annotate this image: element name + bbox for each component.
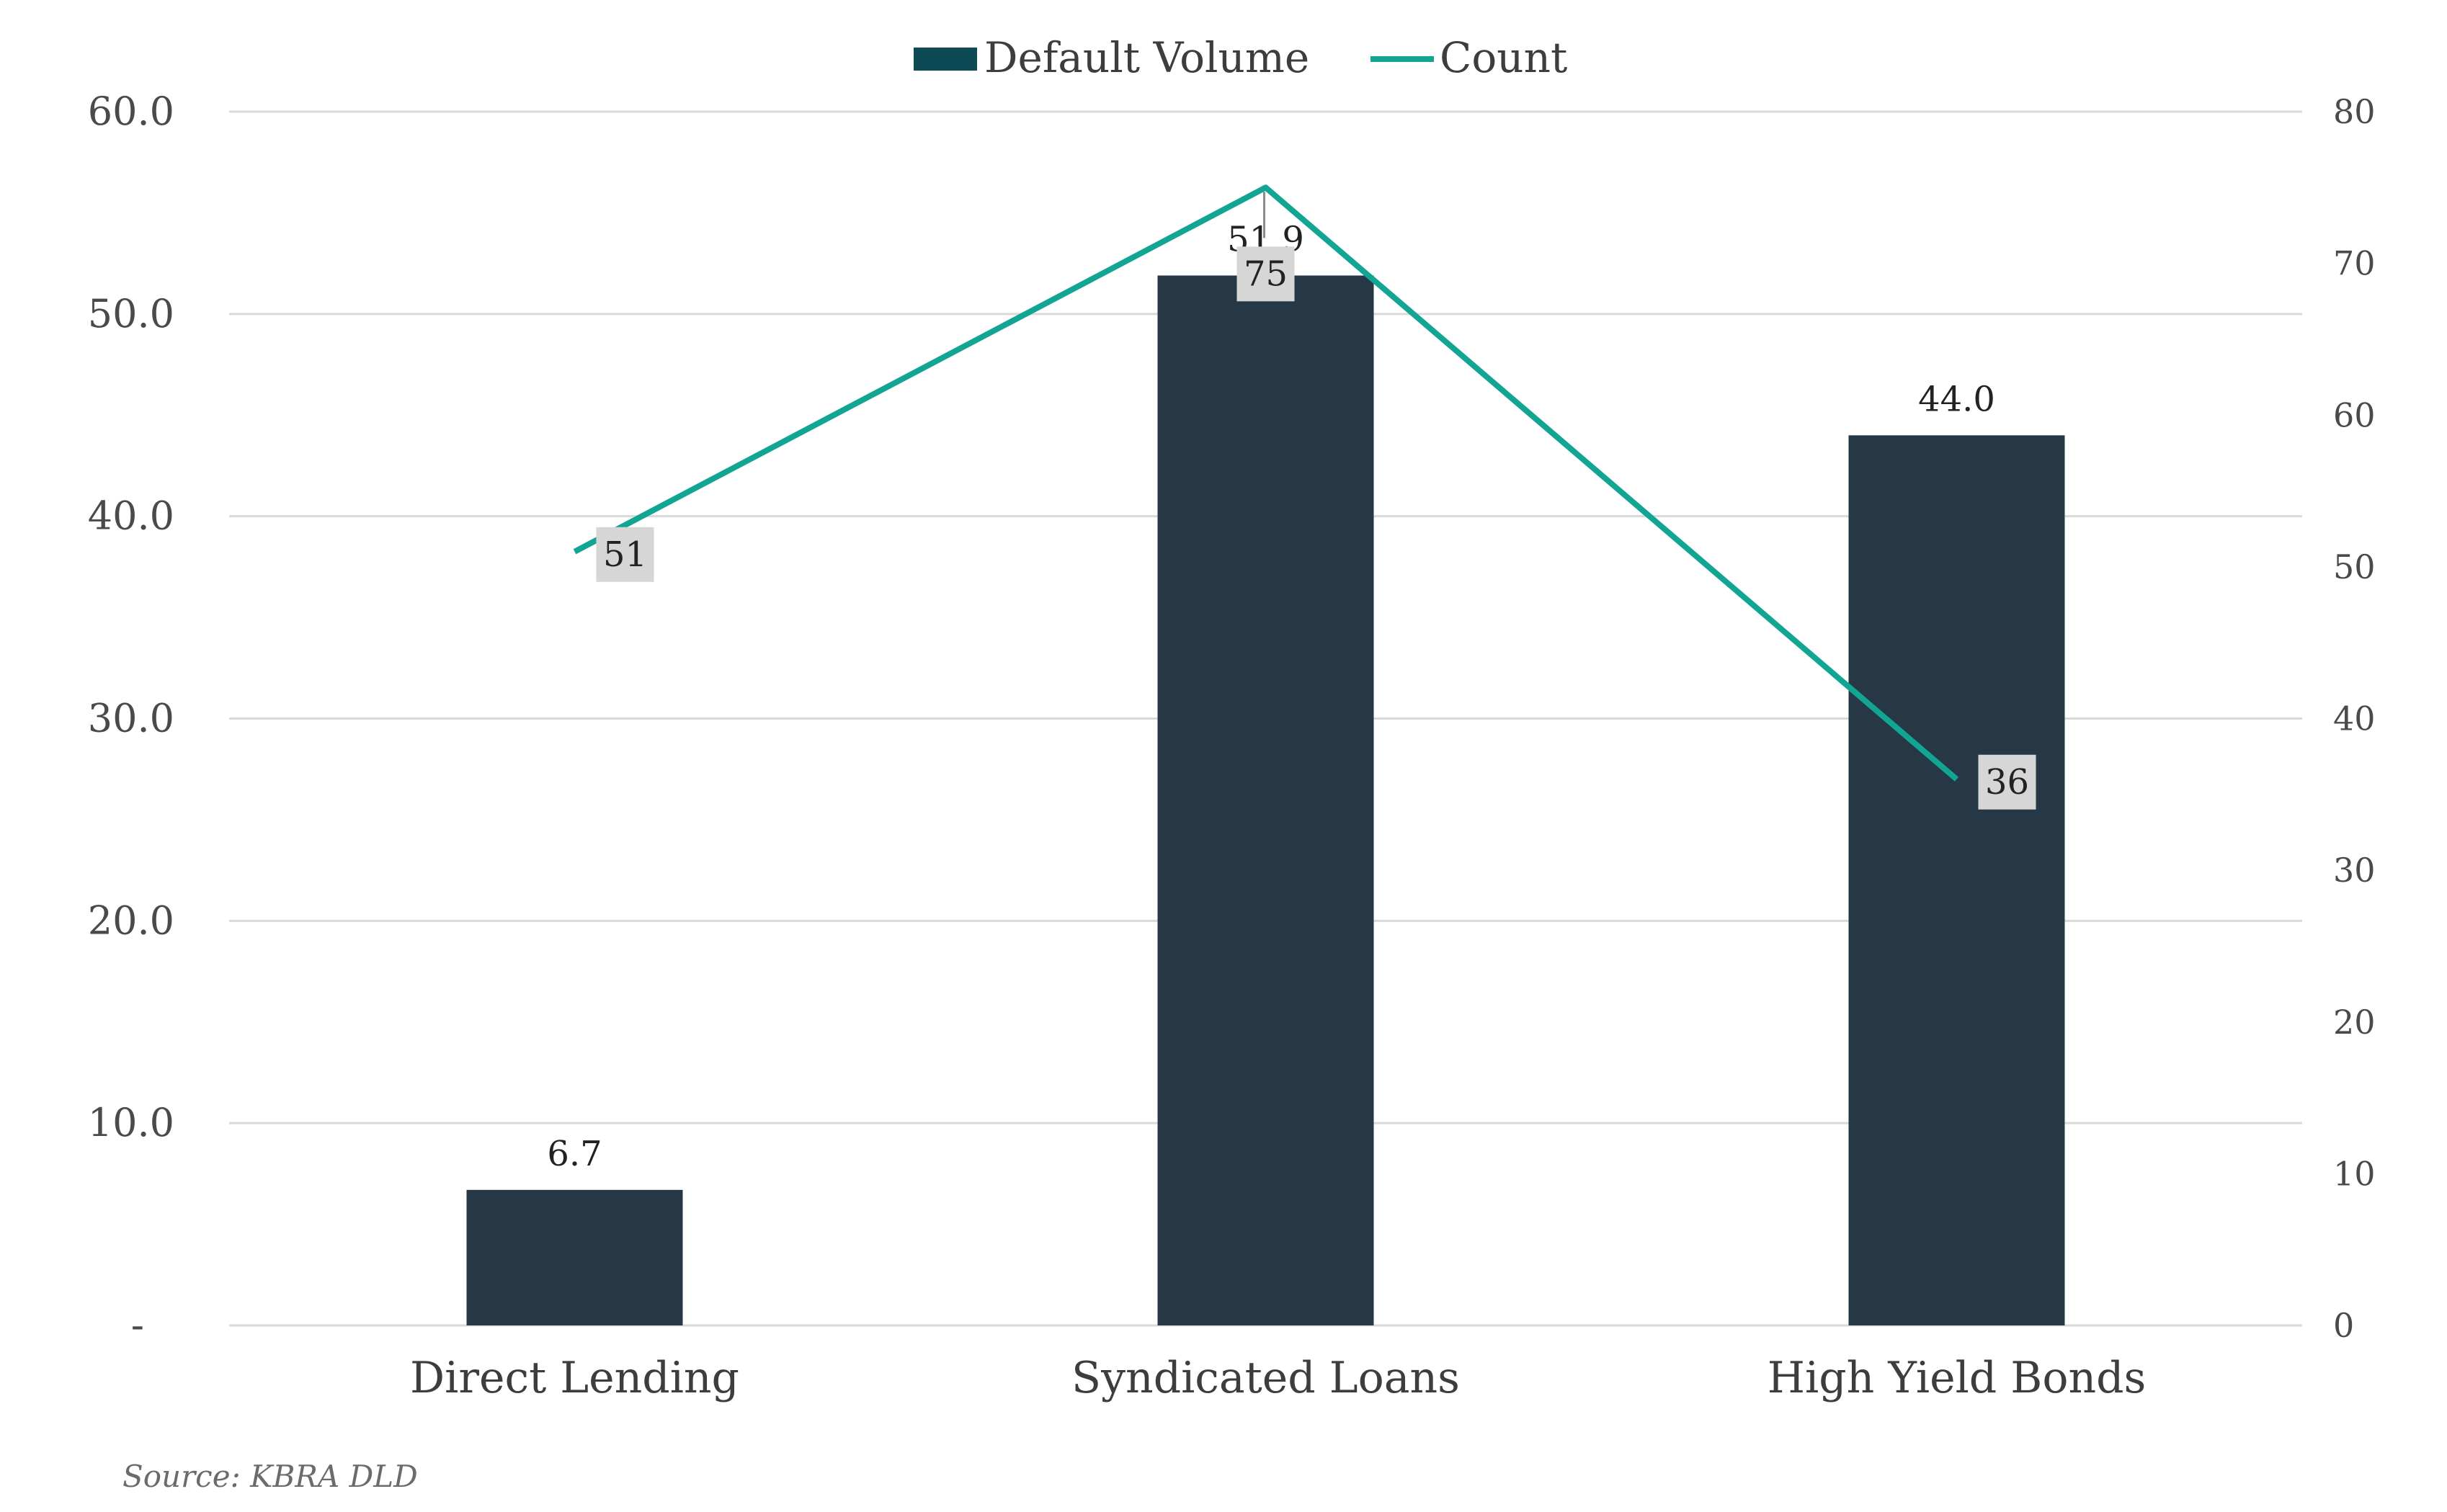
right-axis-tick-label: 80 bbox=[2333, 92, 2376, 131]
bar bbox=[1848, 435, 2065, 1326]
legend-label-count: Count bbox=[1440, 33, 1567, 82]
right-axis-tick-label: 70 bbox=[2333, 244, 2376, 283]
left-axis-tick-label: 60.0 bbox=[88, 89, 174, 134]
legend: Default Volume Count bbox=[914, 33, 1567, 82]
left-axis-tick-label: 50.0 bbox=[88, 291, 174, 336]
right-axis-tick-label: 10 bbox=[2333, 1154, 2376, 1193]
legend-label-default-volume: Default Volume bbox=[984, 33, 1309, 82]
right-axis-tick-label: 0 bbox=[2333, 1306, 2354, 1345]
bar-data-label: 44.0 bbox=[1918, 379, 1995, 419]
legend-swatch-default-volume bbox=[914, 48, 977, 71]
line-data-label: 75 bbox=[1244, 254, 1288, 294]
count-line bbox=[573, 184, 1959, 782]
right-axis-tick-label: 20 bbox=[2333, 1003, 2376, 1042]
line-data-label: 51 bbox=[603, 534, 647, 575]
right-axis-tick-label: 60 bbox=[2333, 395, 2376, 434]
category-label: High Yield Bonds bbox=[1768, 1353, 2147, 1403]
line-series-count: 51 75 36 bbox=[573, 184, 2036, 810]
category-label: Syndicated Loans bbox=[1071, 1353, 1460, 1403]
line-data-label-box bbox=[596, 527, 654, 582]
left-axis-tick-label: - bbox=[131, 1302, 144, 1348]
line-data-label-box bbox=[1978, 754, 2036, 810]
category-axis: Direct Lending Syndicated Loans High Yield… bbox=[410, 1353, 2146, 1403]
bar-series-default-volume: 6.751.944.0 bbox=[466, 219, 2065, 1326]
bar bbox=[1157, 275, 1374, 1326]
bar bbox=[466, 1189, 683, 1325]
right-axis-tick-label: 50 bbox=[2333, 547, 2376, 586]
line-data-label-box bbox=[1236, 246, 1295, 302]
right-axis-tick-label: 30 bbox=[2333, 851, 2376, 890]
bar-data-label: 6.7 bbox=[547, 1134, 602, 1174]
line-data-label: 36 bbox=[1985, 762, 2029, 802]
category-label: Direct Lending bbox=[410, 1353, 739, 1403]
left-y-axis: - 10.0 20.0 30.0 40.0 50.0 60.0 bbox=[88, 89, 174, 1348]
left-axis-tick-label: 20.0 bbox=[88, 898, 174, 943]
left-axis-tick-label: 10.0 bbox=[88, 1100, 174, 1145]
source-note: Source: KBRA DLD bbox=[122, 1459, 418, 1494]
right-y-axis: 0 10 20 30 40 50 60 70 80 bbox=[2333, 92, 2376, 1345]
right-axis-tick-label: 40 bbox=[2333, 699, 2376, 738]
left-axis-tick-label: 30.0 bbox=[88, 696, 174, 741]
left-axis-tick-label: 40.0 bbox=[88, 493, 174, 539]
